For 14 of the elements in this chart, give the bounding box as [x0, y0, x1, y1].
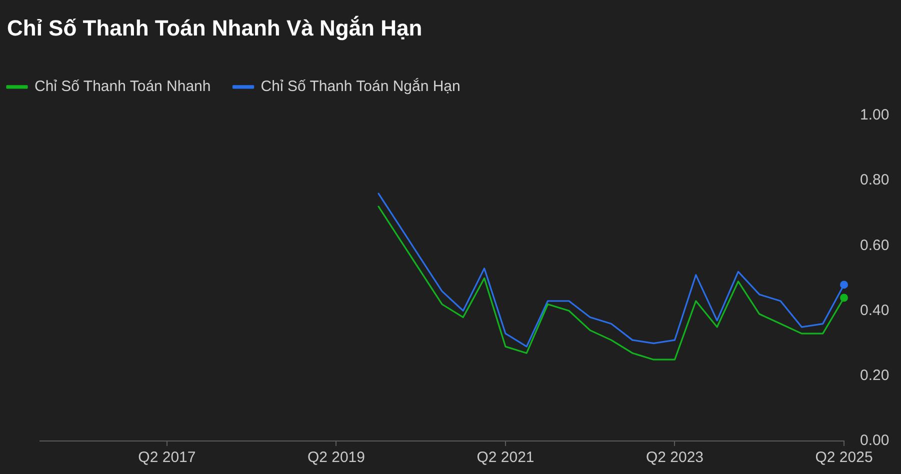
y-tick-label: 0.00: [860, 432, 890, 450]
legend-label: Chỉ Số Thanh Toán Nhanh: [34, 78, 211, 96]
y-tick-label: 0.60: [860, 236, 890, 254]
y-tick-label: 0.20: [860, 367, 890, 384]
x-tick-label: Q2 2023: [646, 449, 704, 466]
x-tick-label: Q2 2025: [815, 449, 873, 466]
x-tick-label: Q2 2021: [476, 449, 534, 466]
x-tick-label: Q2 2017: [138, 449, 196, 466]
chart-title: Chỉ Số Thanh Toán Nhanh Và Ngắn Hạn: [7, 15, 422, 40]
legend-label: Chỉ Số Thanh Toán Ngắn Hạn: [260, 77, 460, 96]
y-tick-label: 0.40: [860, 302, 890, 319]
x-tick-label: Q2 2019: [307, 449, 365, 466]
y-tick-label: 1.00: [860, 106, 890, 124]
y-tick-label: 0.80: [860, 172, 890, 189]
